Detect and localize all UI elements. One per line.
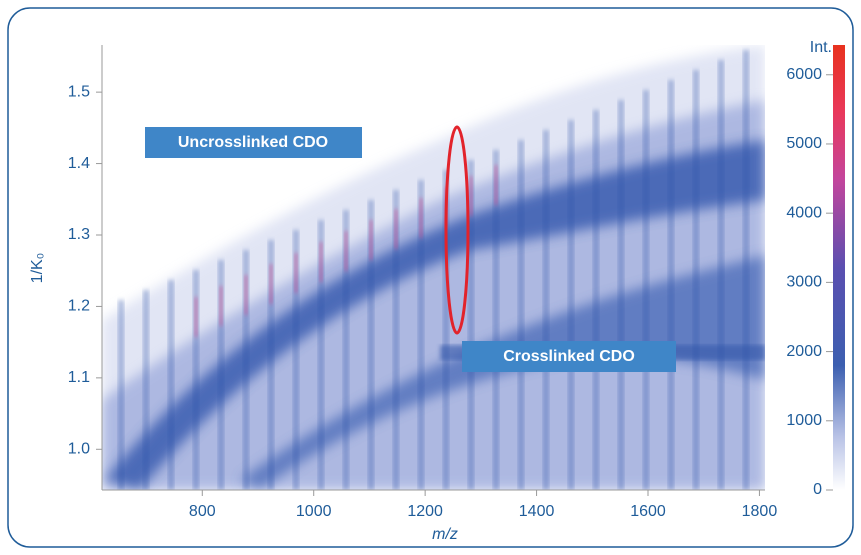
x-tick-label: 800 [189, 503, 216, 520]
y-tick-label: 1.2 [68, 298, 90, 315]
density-streak [469, 176, 473, 216]
density-streak [118, 300, 124, 490]
annotation: Uncrosslinked CDO [178, 134, 328, 151]
colorbar-tick-label: 1000 [786, 412, 822, 429]
density-streak [194, 297, 198, 337]
chart: m/z 1/K₀ Int. Uncrosslinked CDO Crosslin… [0, 0, 861, 555]
y-tick-label: 1.1 [68, 369, 90, 386]
y-tick-label: 1.3 [68, 226, 90, 243]
density-streak [319, 242, 323, 282]
x-tick-label: 1600 [630, 503, 666, 520]
density-streak [344, 231, 348, 271]
density-streak [568, 120, 574, 490]
density-streak [369, 220, 373, 260]
colorbar-tick-label: 4000 [786, 204, 822, 221]
density-streak [693, 70, 699, 490]
density-streak [668, 80, 674, 490]
density-streak [743, 50, 749, 490]
colorbar-tick-label: 0 [813, 481, 822, 498]
density-streak [143, 290, 149, 490]
density-cloud [102, 45, 765, 490]
y-tick-label: 1.4 [68, 155, 90, 172]
density-streak [244, 275, 248, 315]
density-streak [294, 253, 298, 293]
x-tick-label: 1200 [407, 503, 443, 520]
x-axis-label: m/z [432, 526, 458, 543]
density-streak [269, 264, 273, 304]
density-streak [494, 165, 498, 205]
colorbar [833, 45, 845, 490]
colorbar-tick-label: 3000 [786, 274, 822, 291]
density-streak [643, 90, 649, 490]
x-tick-label: 1000 [296, 503, 332, 520]
density-streak [718, 60, 724, 490]
density-streak [168, 280, 174, 490]
y-tick-label: 1.5 [68, 83, 90, 100]
density-streak [618, 100, 624, 490]
density-streak [219, 286, 223, 326]
y-tick-label: 1.0 [68, 441, 90, 458]
x-tick-label: 1800 [742, 503, 778, 520]
x-tick-label: 1400 [519, 503, 555, 520]
colorbar-tick-label: 5000 [786, 135, 822, 152]
y-axis-label: 1/K₀ [29, 253, 46, 284]
colorbar-tick-label: 6000 [786, 66, 822, 83]
density-streak [419, 198, 423, 238]
density-streak [593, 110, 599, 490]
annotation: Crosslinked CDO [503, 348, 635, 365]
density-streak [543, 130, 549, 490]
colorbar-label: Int. [810, 39, 832, 56]
density-streak [518, 140, 524, 490]
density-streak [394, 209, 398, 249]
colorbar-tick-label: 2000 [786, 343, 822, 360]
